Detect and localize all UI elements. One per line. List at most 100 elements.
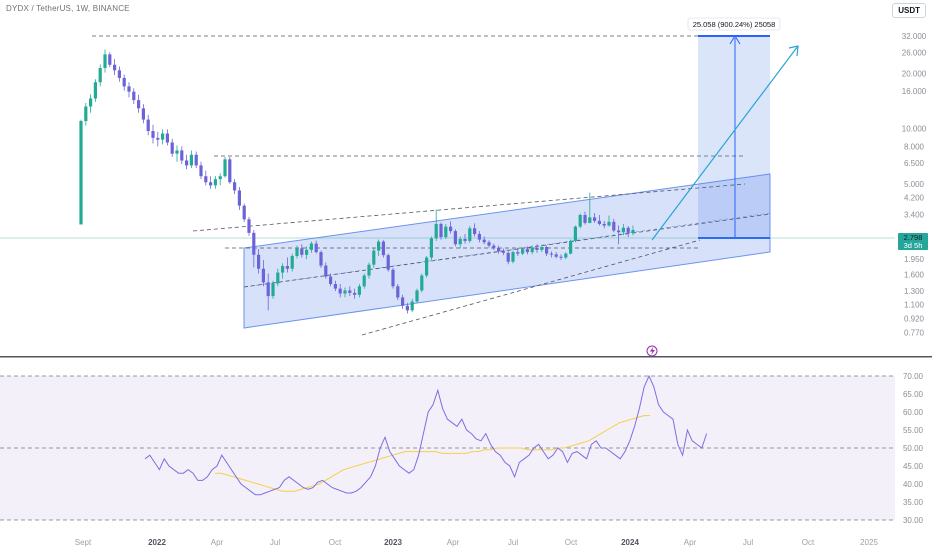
candle-body[interactable] — [213, 179, 217, 186]
candle-body[interactable] — [271, 283, 275, 297]
candle-body[interactable] — [545, 247, 549, 254]
candle-body[interactable] — [175, 150, 179, 154]
candle-body[interactable] — [573, 226, 577, 241]
candle-body[interactable] — [415, 290, 419, 302]
candle-body[interactable] — [151, 131, 155, 138]
candle-body[interactable] — [530, 247, 534, 253]
candle-body[interactable] — [593, 217, 597, 221]
candle-body[interactable] — [146, 119, 150, 132]
candle-body[interactable] — [391, 269, 395, 287]
candle-body[interactable] — [453, 231, 457, 245]
candle-body[interactable] — [549, 253, 553, 255]
oscillator-line[interactable] — [144, 374, 708, 496]
candle-body[interactable] — [420, 275, 424, 291]
candle-body[interactable] — [290, 255, 294, 269]
price-panel[interactable]: 25.058 (900.24%) 25058 32.000 26.000 20.00… — [0, 17, 928, 357]
candle-body[interactable] — [89, 98, 93, 107]
candle-body[interactable] — [79, 121, 83, 225]
candle-body[interactable] — [93, 82, 97, 99]
candle-body[interactable] — [242, 205, 246, 220]
candle-body[interactable] — [348, 290, 352, 293]
candle-body[interactable] — [185, 160, 189, 166]
candle-body[interactable] — [132, 91, 136, 101]
candle-body[interactable] — [429, 238, 433, 258]
candle-body[interactable] — [300, 248, 304, 255]
oscillator-axis[interactable]: 70.00 65.00 60.00 55.00 50.00 45.00 40.00 35.00… — [903, 372, 924, 525]
candle-body[interactable] — [425, 257, 429, 276]
candle-body[interactable] — [362, 275, 366, 287]
candle-body[interactable] — [501, 251, 505, 253]
candle-body[interactable] — [468, 228, 472, 241]
candle-body[interactable] — [194, 154, 198, 166]
candle-body[interactable] — [588, 217, 592, 223]
candle-body[interactable] — [381, 241, 385, 256]
candle-body[interactable] — [281, 266, 285, 273]
symbol-title[interactable]: DYDX / TetherUS, 1W, BINANCE — [6, 4, 130, 13]
candle-body[interactable] — [434, 223, 438, 239]
candle-body[interactable] — [237, 190, 241, 206]
candle-body[interactable] — [621, 227, 625, 233]
candle-body[interactable] — [458, 238, 462, 245]
candle-body[interactable] — [583, 214, 587, 223]
candle-body[interactable] — [367, 264, 371, 276]
candle-body[interactable] — [324, 265, 328, 277]
candle-body[interactable] — [578, 214, 582, 227]
candle-body[interactable] — [569, 240, 573, 254]
candle-body[interactable] — [199, 165, 203, 177]
candle-body[interactable] — [597, 220, 601, 224]
candle-body[interactable] — [516, 252, 520, 254]
candle-body[interactable] — [156, 137, 160, 140]
candle-body[interactable] — [257, 254, 261, 269]
candle-body[interactable] — [372, 250, 376, 265]
candle-body[interactable] — [617, 230, 621, 233]
candle-body[interactable] — [521, 249, 525, 254]
candle-body[interactable] — [122, 77, 126, 87]
candle-body[interactable] — [103, 54, 107, 69]
time-axis[interactable]: Sept 2022 Apr Jul Oct 2023 Apr Jul Oct 2024 Apr Jul… — [75, 538, 879, 547]
candle-body[interactable] — [266, 282, 270, 297]
candle-body[interactable] — [228, 159, 232, 183]
candle-body[interactable] — [161, 133, 165, 140]
candle-body[interactable] — [607, 221, 611, 226]
candle-body[interactable] — [482, 239, 486, 243]
candle-body[interactable] — [127, 86, 131, 92]
candle-body[interactable] — [449, 226, 453, 232]
candle-body[interactable] — [218, 176, 222, 180]
price-axis[interactable]: 32.000 26.000 20.000 16.000 10.000 8.000 6.500… — [902, 32, 927, 338]
candle-body[interactable] — [180, 150, 184, 161]
candle-body[interactable] — [247, 219, 251, 233]
candle-body[interactable] — [612, 221, 616, 231]
candle-body[interactable] — [141, 108, 145, 120]
candle-body[interactable] — [338, 288, 342, 294]
candle-body[interactable] — [439, 223, 443, 238]
candle-body[interactable] — [117, 70, 121, 78]
oscillator-ma-line[interactable] — [215, 415, 650, 492]
candle-body[interactable] — [333, 284, 337, 289]
candle-body[interactable] — [401, 297, 405, 306]
candle-body[interactable] — [506, 252, 510, 262]
candle-body[interactable] — [497, 247, 501, 252]
candle-body[interactable] — [223, 159, 227, 177]
candle-body[interactable] — [84, 106, 88, 122]
candle-body[interactable] — [319, 252, 323, 266]
candle-body[interactable] — [261, 268, 265, 283]
candles[interactable] — [79, 49, 635, 314]
candle-body[interactable] — [314, 243, 318, 253]
candle-body[interactable] — [165, 133, 169, 143]
candle-body[interactable] — [204, 176, 208, 183]
candle-body[interactable] — [113, 64, 117, 71]
candle-body[interactable] — [626, 227, 630, 233]
candle-body[interactable] — [473, 228, 477, 235]
candle-body[interactable] — [276, 272, 280, 284]
candle-body[interactable] — [309, 243, 313, 250]
oscillator-panel[interactable]: 70.00 65.00 60.00 55.00 50.00 45.00 40.00 35.00… — [0, 372, 924, 525]
projection-arrow[interactable] — [651, 45, 799, 241]
candle-body[interactable] — [564, 253, 568, 258]
panel-separator[interactable] — [0, 356, 932, 358]
candle-body[interactable] — [631, 229, 635, 233]
candle-body[interactable] — [444, 226, 448, 238]
candle-body[interactable] — [487, 242, 491, 246]
candle-body[interactable] — [602, 223, 606, 226]
candle-body[interactable] — [285, 266, 289, 269]
